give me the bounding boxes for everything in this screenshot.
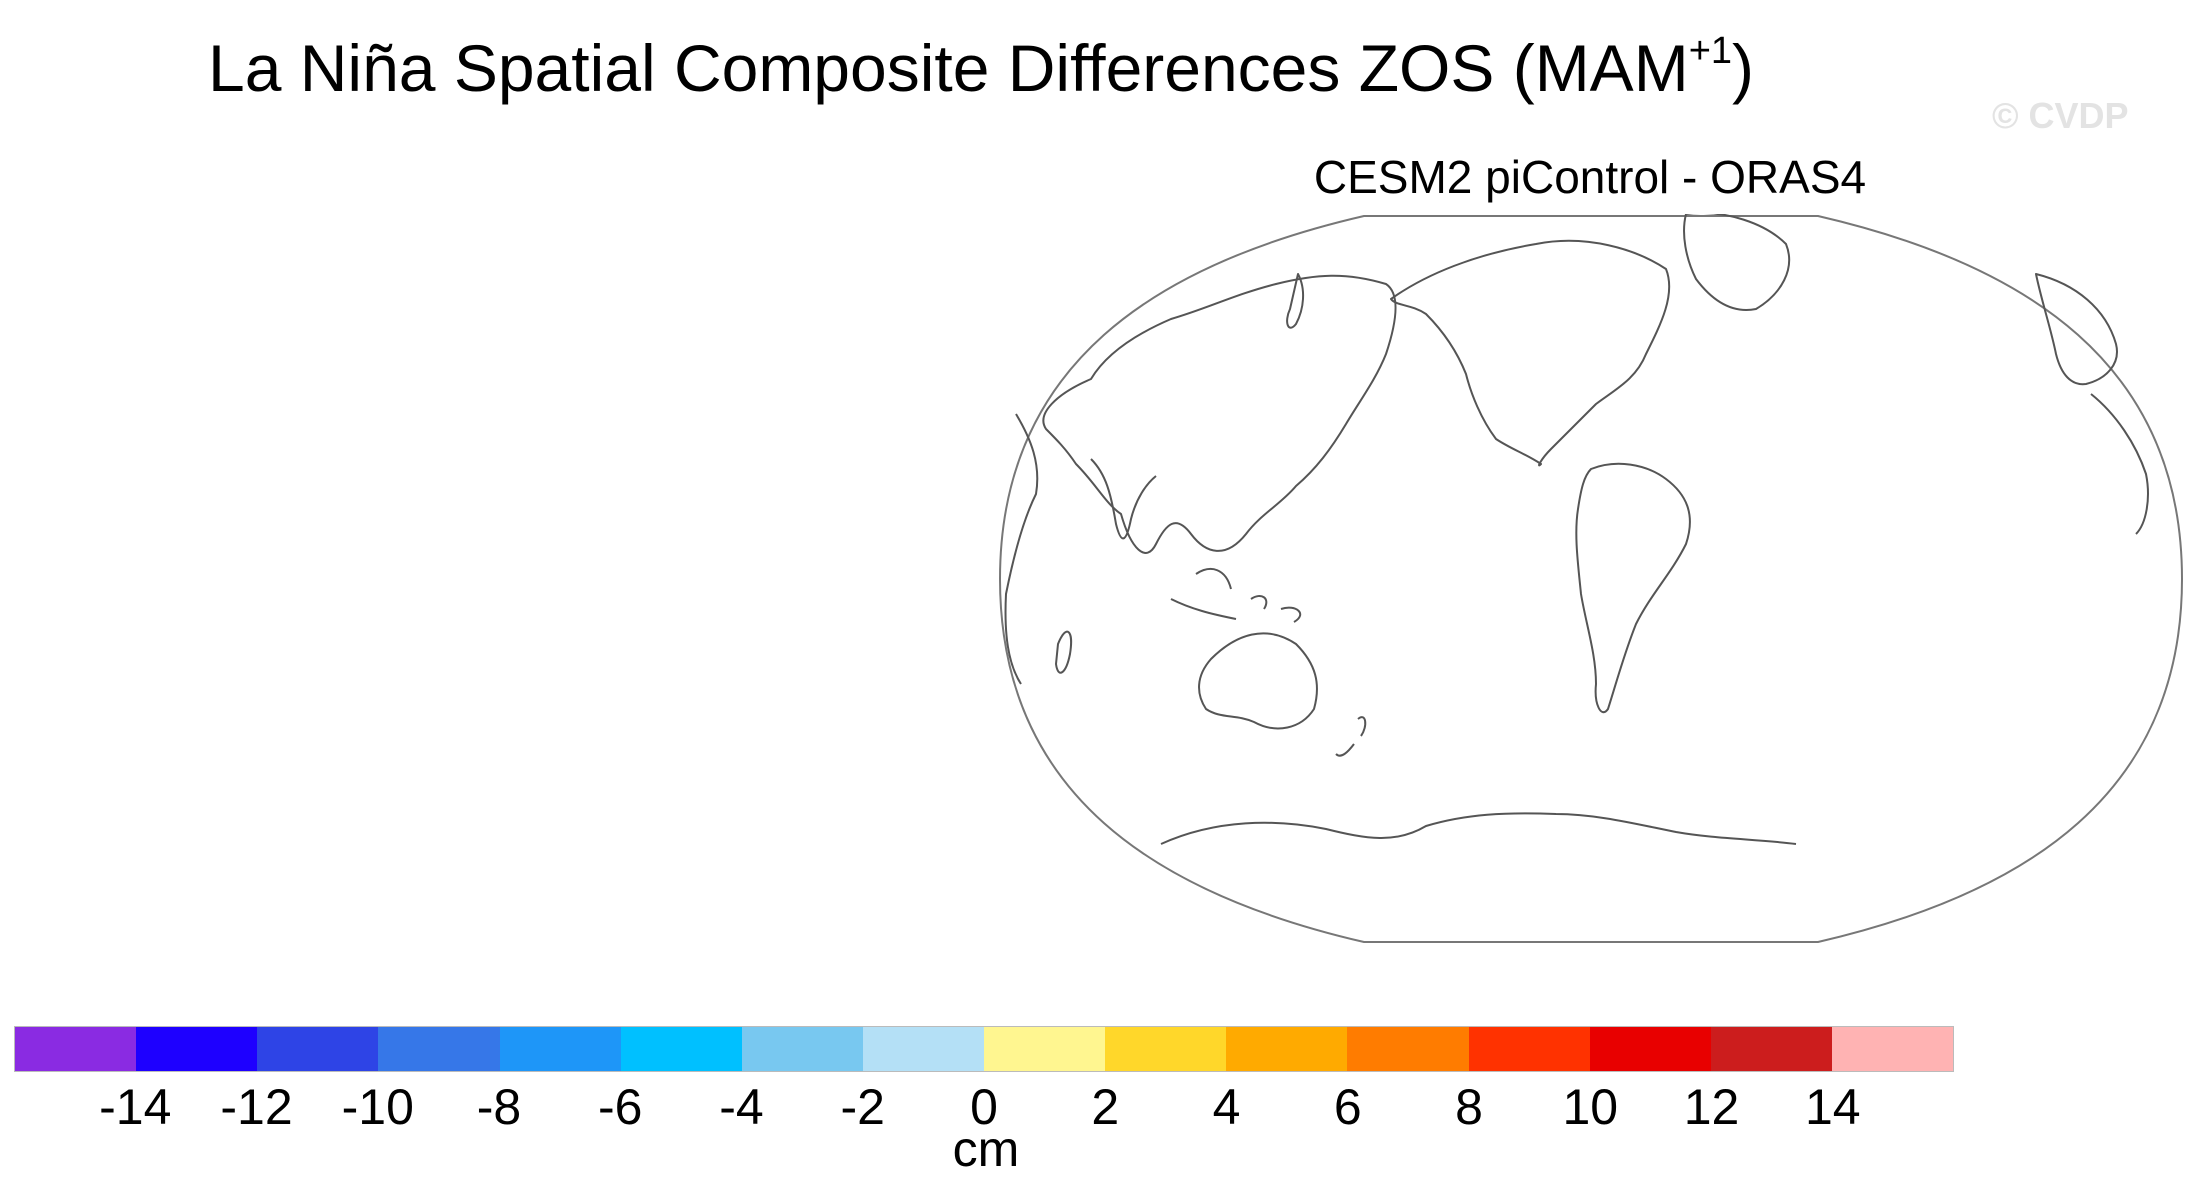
colorbar <box>14 1026 1954 1072</box>
colorbar-tick-label: 4 <box>1212 1079 1241 1135</box>
colorbar-tick-label: 8 <box>1455 1079 1483 1135</box>
colorbar-segment <box>984 1027 1106 1071</box>
colorbar-tick-label: 12 <box>1683 1079 1740 1135</box>
australia-coastline <box>1198 632 1318 730</box>
colorbar-segment <box>620 1027 742 1071</box>
india-coastline <box>1090 458 1157 540</box>
colorbar-tick-label: -10 <box>341 1079 414 1135</box>
indonesia-coastline <box>1170 568 1301 623</box>
colorbar-tick-label: 10 <box>1562 1079 1619 1135</box>
colorbar-segment <box>1347 1027 1469 1071</box>
colorbar-segment <box>1105 1027 1227 1071</box>
colorbar-segment <box>1468 1027 1590 1071</box>
colorbar-segment <box>15 1027 137 1071</box>
colorbar-tick-label: -14 <box>99 1079 172 1135</box>
colorbar-segment <box>257 1027 379 1071</box>
colorbar-segment <box>741 1027 863 1071</box>
north-america-coastline <box>1390 239 1671 467</box>
africa-coastline <box>1004 413 1039 685</box>
colorbar-tick-label: -2 <box>840 1079 885 1135</box>
colorbar-segment <box>1710 1027 1832 1071</box>
colorbar-tick-label: 14 <box>1804 1079 1861 1135</box>
colorbar-tick-label: -4 <box>719 1079 764 1135</box>
colorbar-tick-label: -6 <box>598 1079 643 1135</box>
asia-coastline <box>1042 274 1397 554</box>
world-map <box>998 214 2184 943</box>
colorbar-tick-label: 6 <box>1333 1079 1362 1135</box>
map-frame <box>998 215 2184 943</box>
colorbar-tick-label: -8 <box>476 1079 522 1135</box>
title-superscript: +1 <box>1688 30 1733 72</box>
colorbar-segment <box>1831 1027 1953 1071</box>
antarctica-coastline <box>1160 812 1797 845</box>
colorbar-segment <box>378 1027 500 1071</box>
colorbar-unit-label: cm <box>952 1121 1020 1177</box>
japan-coastline <box>1286 273 1304 329</box>
colorbar-tick-label: -12 <box>220 1079 293 1135</box>
colorbar-segment <box>862 1027 984 1071</box>
panel-title: CESM2 piControl - ORAS4 <box>1313 151 1867 203</box>
new-zealand-coastline <box>1335 716 1367 757</box>
south-america-coastline <box>1575 462 1691 714</box>
west-africa-coastline <box>2090 393 2149 535</box>
colorbar-tick-label: 0 <box>970 1079 998 1135</box>
colorbar-tick-label: 2 <box>1091 1079 1120 1135</box>
colorbar-segment <box>136 1027 258 1071</box>
main-title: La Niña Spatial Composite Differences ZO… <box>208 30 1754 105</box>
europe-coastline <box>2035 273 2118 386</box>
cvdp-watermark: © CVDP <box>1992 95 2129 136</box>
greenland-coastline <box>1683 214 1791 311</box>
colorbar-segment <box>1226 1027 1348 1071</box>
colorbar-segment <box>499 1027 621 1071</box>
colorbar-segment <box>1589 1027 1711 1071</box>
madagascar-coastline <box>1055 630 1072 674</box>
